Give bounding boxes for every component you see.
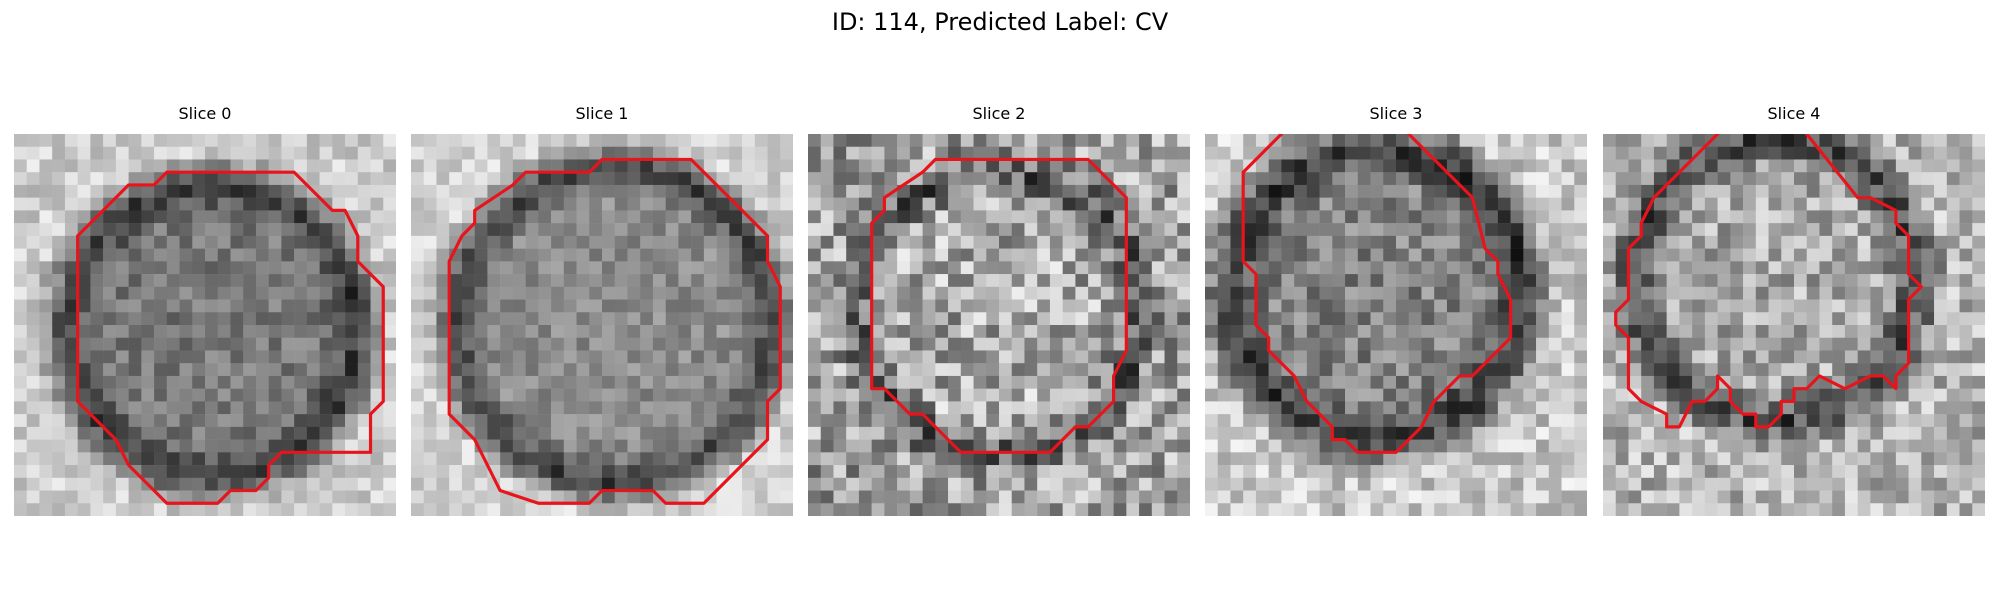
segmentation-contour-2 <box>870 157 1128 454</box>
slice-image-4 <box>1603 134 1985 516</box>
pixel-grid-0 <box>14 134 396 516</box>
slice-image-2 <box>808 134 1190 516</box>
slice-image-0 <box>14 134 396 516</box>
slice-panel-2: Slice 2 <box>808 104 1190 516</box>
pixel-grid-3 <box>1205 134 1587 516</box>
slice-image-3 <box>1205 134 1587 516</box>
slice-title-2: Slice 2 <box>972 104 1026 123</box>
slice-panel-3: Slice 3 <box>1205 104 1587 516</box>
slice-panel-1: Slice 1 <box>411 104 793 516</box>
slice-image-2-svg <box>808 134 1190 516</box>
pixel-grid-4 <box>1603 134 1985 516</box>
segmentation-contour-0 <box>76 170 385 505</box>
slice-title-3: Slice 3 <box>1369 104 1423 123</box>
slice-panel-4: Slice 4 <box>1603 104 1985 516</box>
slice-image-1-svg <box>411 134 793 516</box>
slice-image-3-svg <box>1205 134 1587 516</box>
slice-panel-0: Slice 0 <box>14 104 396 516</box>
slice-title-4: Slice 4 <box>1767 104 1821 123</box>
figure-title: ID: 114, Predicted Label: CV <box>831 8 1169 36</box>
slice-title-1: Slice 1 <box>575 104 629 123</box>
segmentation-contour-1 <box>447 157 782 505</box>
pixel-grid-1 <box>411 134 793 516</box>
slice-title-0: Slice 0 <box>178 104 232 123</box>
slice-image-4-svg <box>1603 134 1985 516</box>
slice-image-1 <box>411 134 793 516</box>
pixel-grid-2 <box>808 134 1190 516</box>
slice-image-0-svg <box>14 134 396 516</box>
segmentation-contour-3 <box>1241 134 1513 454</box>
segmentation-contour-4 <box>1614 134 1923 429</box>
